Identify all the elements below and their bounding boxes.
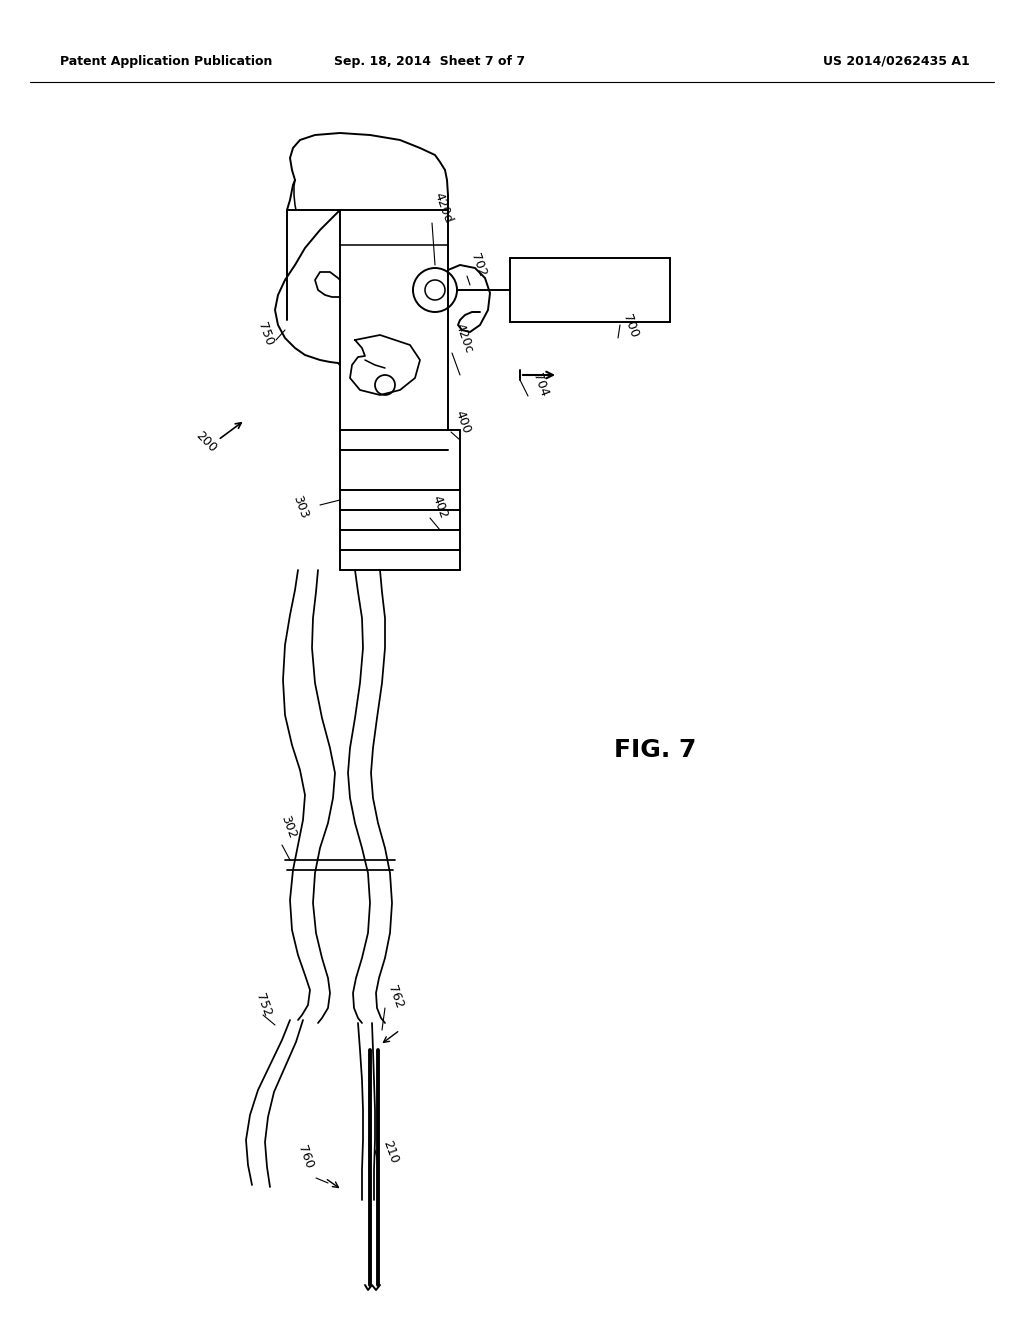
- Bar: [510, 257, 670, 322]
- Text: 420c: 420c: [453, 322, 476, 355]
- Text: 702: 702: [468, 251, 488, 279]
- Circle shape: [375, 375, 395, 395]
- Text: 762: 762: [385, 983, 406, 1010]
- Circle shape: [425, 280, 445, 300]
- Text: Patent Application Publication: Patent Application Publication: [60, 55, 272, 69]
- Text: 402: 402: [430, 494, 451, 520]
- Text: 303: 303: [290, 494, 310, 520]
- Text: 200: 200: [193, 429, 219, 455]
- Text: 750: 750: [255, 321, 275, 348]
- Circle shape: [413, 268, 457, 312]
- Text: 760: 760: [295, 1143, 315, 1170]
- Text: Sep. 18, 2014  Sheet 7 of 7: Sep. 18, 2014 Sheet 7 of 7: [335, 55, 525, 69]
- Text: 752: 752: [253, 991, 273, 1018]
- Text: US 2014/0262435 A1: US 2014/0262435 A1: [823, 55, 970, 69]
- Text: 700: 700: [620, 313, 640, 341]
- Text: 302: 302: [278, 813, 298, 840]
- Text: 420d: 420d: [432, 190, 455, 224]
- Text: 210: 210: [380, 1138, 400, 1166]
- Text: FIG. 7: FIG. 7: [613, 738, 696, 762]
- Text: 704: 704: [530, 371, 550, 399]
- Text: 400: 400: [453, 408, 473, 436]
